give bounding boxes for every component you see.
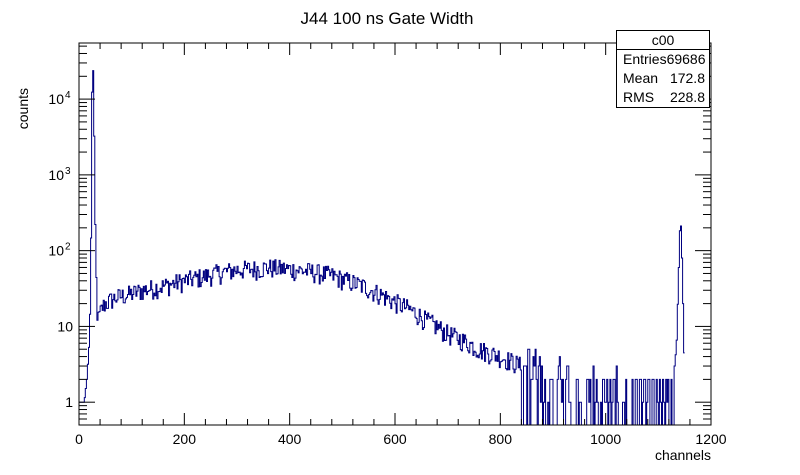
y-tick-label: 10 [48, 91, 64, 107]
y-tick-exponent: 3 [65, 166, 71, 177]
stats-label: Entries [623, 51, 667, 67]
stats-row-entries: Entries 69686 [617, 50, 709, 69]
stats-box: c00 Entries 69686 Mean 172.8 RMS 228.8 [616, 30, 710, 108]
y-tick-label: 10 [48, 167, 64, 183]
stats-label: Mean [623, 70, 659, 86]
stats-title: c00 [617, 31, 709, 50]
x-tick-label: 200 [173, 431, 197, 447]
x-tick-label: 400 [278, 431, 302, 447]
x-tick-label: 1200 [695, 431, 726, 447]
stats-row-rms: RMS 228.8 [617, 88, 709, 107]
y-tick-label: 10 [48, 243, 64, 259]
stats-label: RMS [623, 89, 655, 105]
y-tick-label: 1 [65, 394, 73, 410]
y-axis-label: counts [15, 88, 31, 129]
y-tick-exponent: 4 [65, 90, 71, 101]
x-axis-label: channels [655, 447, 711, 463]
stats-value: 228.8 [669, 89, 705, 105]
x-tick-label: 0 [75, 431, 83, 447]
stats-value: 172.8 [669, 70, 705, 86]
y-tick-label: 10 [57, 318, 73, 334]
x-tick-label: 800 [489, 431, 513, 447]
chart-title: J44 100 ns Gate Width [301, 9, 474, 28]
y-tick-exponent: 2 [65, 242, 71, 253]
x-tick-label: 600 [383, 431, 407, 447]
stats-row-mean: Mean 172.8 [617, 69, 709, 88]
stats-value: 69686 [666, 51, 706, 67]
histogram-line [79, 70, 685, 426]
x-tick-label: 1000 [590, 431, 621, 447]
